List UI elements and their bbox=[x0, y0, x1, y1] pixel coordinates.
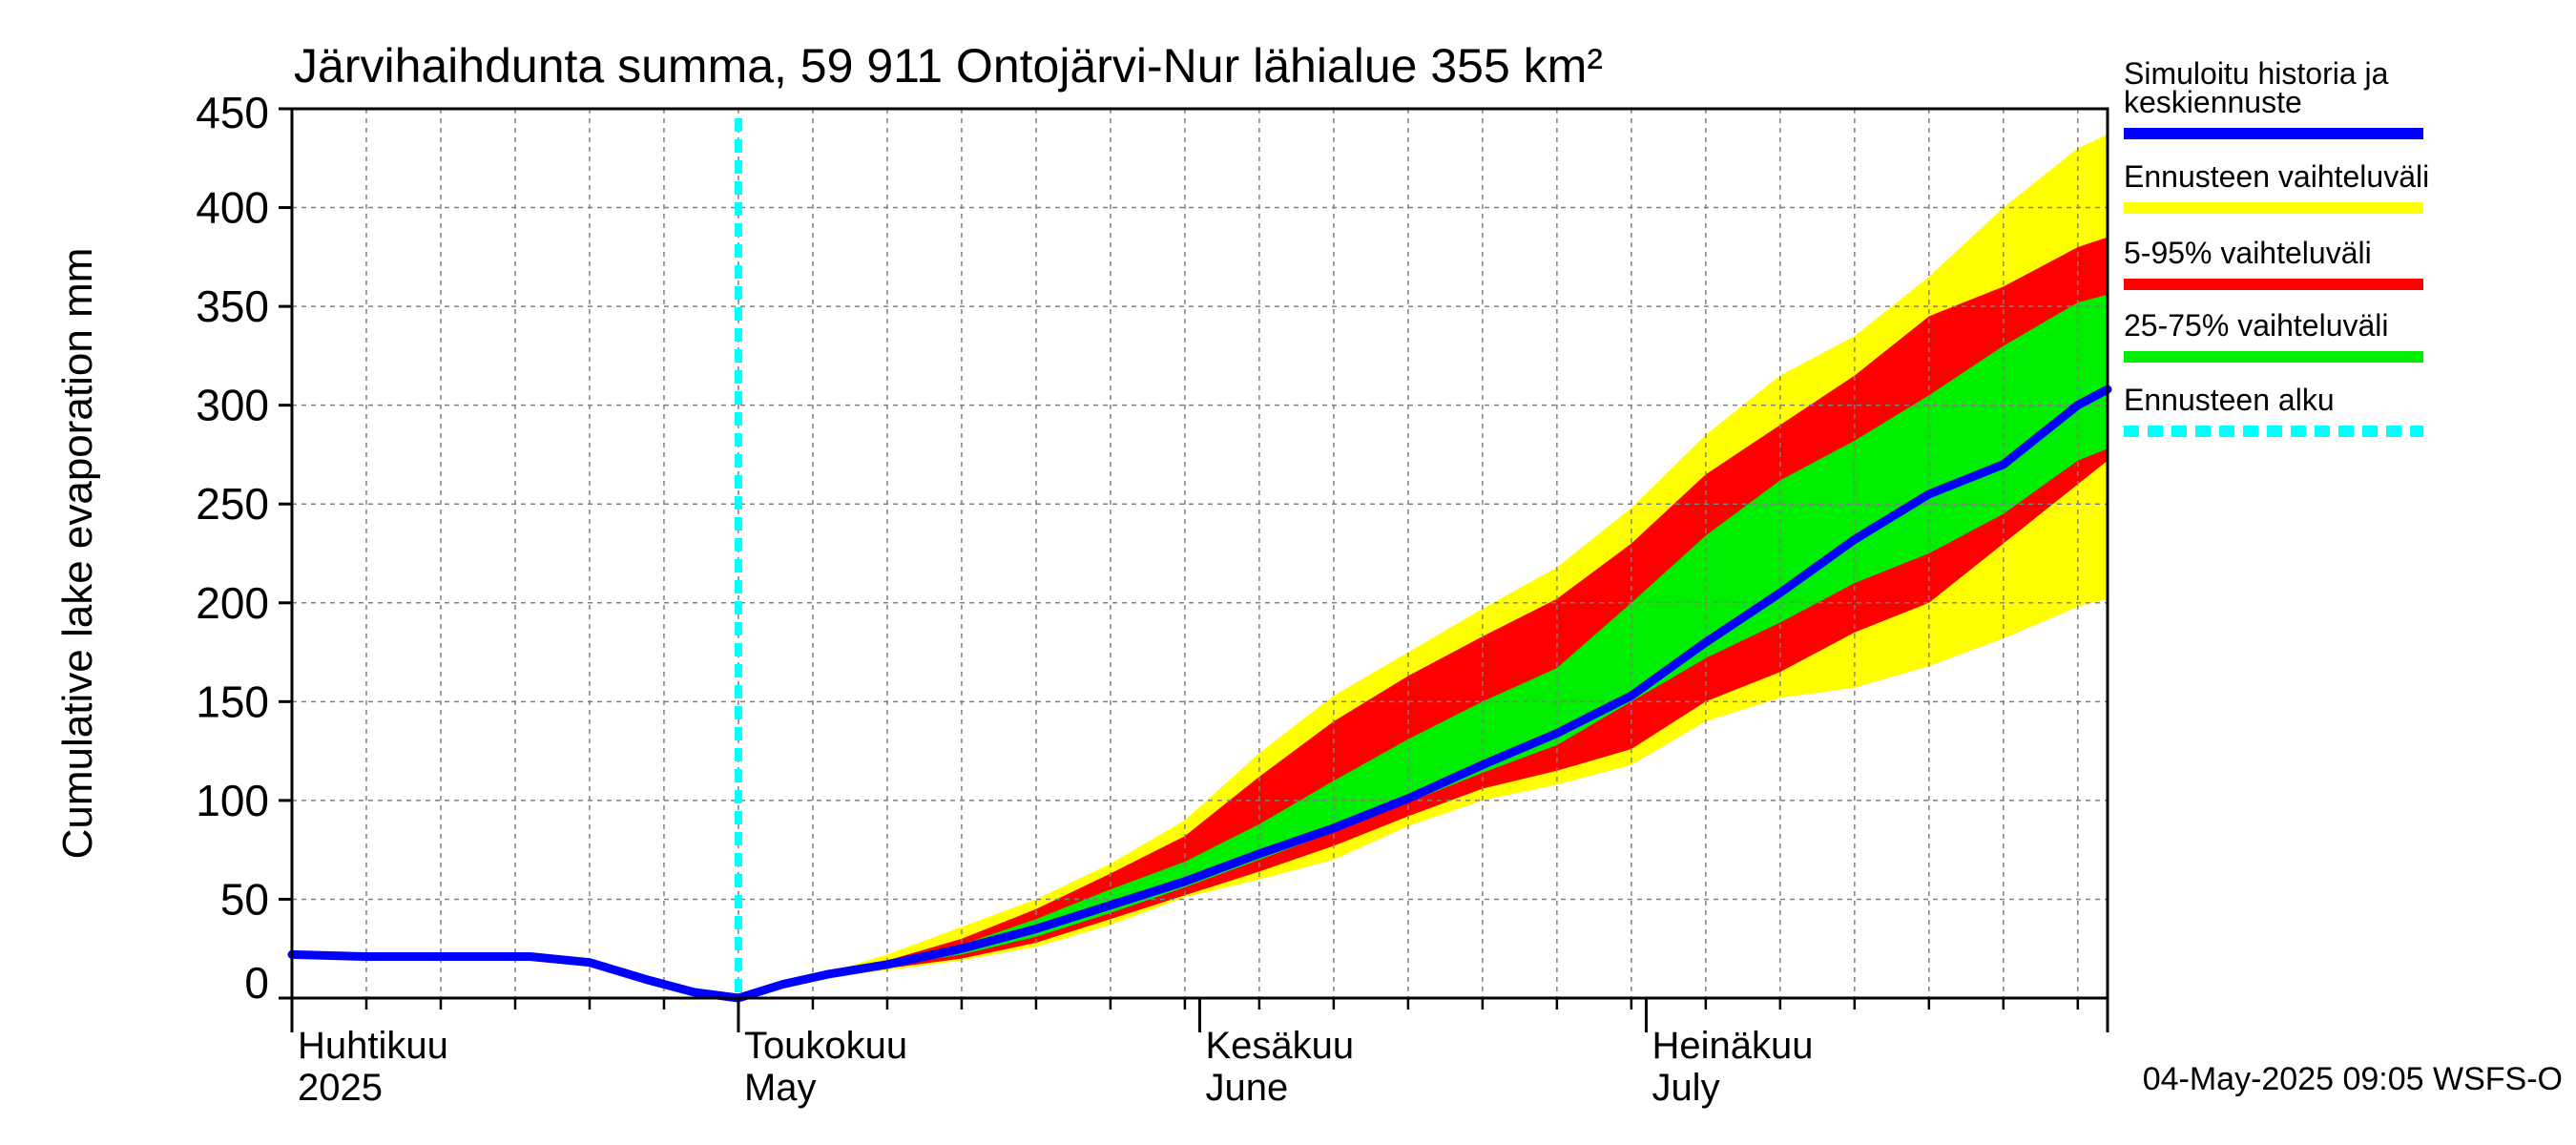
legend-label: 5-95% vaihteluväli bbox=[2124, 236, 2372, 270]
legend-label: Ennusteen alku bbox=[2124, 383, 2335, 417]
y-tick-label: 450 bbox=[196, 88, 269, 137]
median-line bbox=[287, 385, 2112, 1003]
median-series bbox=[287, 385, 2112, 1003]
x-month-label: Huhtikuu bbox=[298, 1025, 448, 1067]
legend-label: keskiennuste bbox=[2124, 85, 2302, 119]
x-month-label: Toukokuu bbox=[744, 1025, 907, 1067]
band-1 bbox=[738, 237, 2108, 999]
x-month-sublabel: 2025 bbox=[298, 1067, 383, 1109]
legend-label: Ennusteen vaihteluväli bbox=[2124, 159, 2429, 194]
x-month-sublabel: July bbox=[1652, 1067, 1719, 1109]
grid-lines bbox=[292, 109, 2108, 998]
y-tick-label: 200 bbox=[196, 578, 269, 628]
y-tick-label: 150 bbox=[196, 677, 269, 726]
y-tick-label: 350 bbox=[196, 281, 269, 331]
timestamp: 04-May-2025 09:05 WSFS-O bbox=[2143, 1061, 2563, 1097]
chart-title: Järvihaihdunta summa, 59 911 Ontojärvi-N… bbox=[294, 39, 1603, 93]
y-tick-label: 250 bbox=[196, 479, 269, 529]
forecast-bands bbox=[738, 134, 2108, 999]
x-month-sublabel: June bbox=[1206, 1067, 1289, 1109]
legend-label: 25-75% vaihteluväli bbox=[2124, 308, 2389, 343]
legend-label: Simuloitu historia ja bbox=[2124, 56, 2389, 91]
y-axis: 0 50 100 150 200 250 300 350 400 450 bbox=[196, 88, 292, 1008]
y-tick-label: 0 bbox=[244, 958, 269, 1008]
x-month-label: Kesäkuu bbox=[1206, 1025, 1355, 1067]
y-axis-label: Cumulative lake evaporation mm bbox=[54, 248, 101, 860]
x-month-sublabel: May bbox=[744, 1067, 817, 1109]
y-tick-label: 400 bbox=[196, 183, 269, 233]
y-tick-label: 300 bbox=[196, 381, 269, 430]
x-month-label: Heinäkuu bbox=[1652, 1025, 1813, 1067]
y-tick-label: 50 bbox=[220, 874, 269, 924]
y-tick-label: 100 bbox=[196, 776, 269, 825]
